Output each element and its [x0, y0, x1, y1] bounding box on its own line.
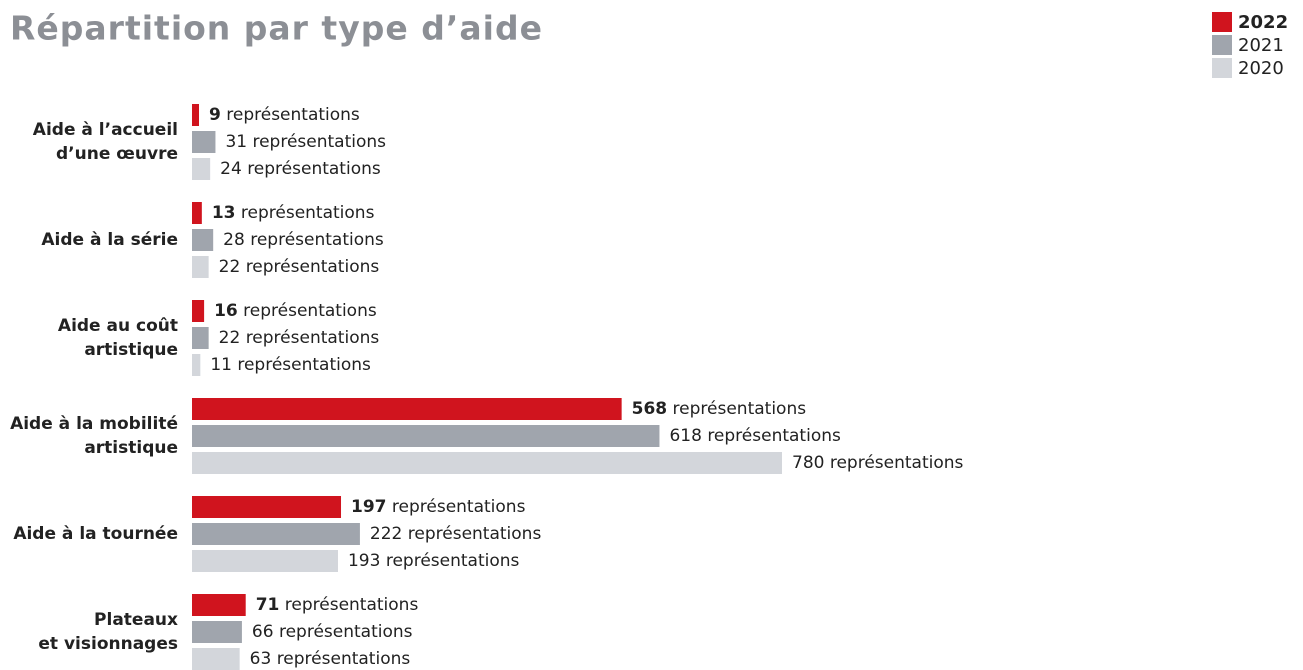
- legend-label: 2020: [1238, 58, 1284, 79]
- bar: [192, 300, 205, 322]
- data-label: 197 représentations: [351, 497, 526, 517]
- data-label-unit: représentations: [246, 328, 380, 348]
- bar: [192, 229, 214, 251]
- data-label: 22 représentations: [219, 328, 380, 348]
- category-label: Aide à la tournée: [13, 524, 178, 544]
- data-label-value: 71: [256, 595, 280, 615]
- data-label: 13 représentations: [212, 203, 375, 223]
- category-label: Aide à la série: [41, 230, 178, 250]
- bar: [192, 131, 216, 153]
- bar: [192, 256, 209, 278]
- data-label-unit: représentations: [277, 649, 411, 669]
- bar: [192, 648, 240, 670]
- data-label: 568 représentations: [632, 399, 807, 419]
- data-label-value: 780: [792, 453, 824, 473]
- data-label-value: 16: [214, 301, 238, 321]
- data-label-value: 9: [209, 105, 221, 125]
- data-label-unit: représentations: [247, 159, 381, 179]
- category-label: Aide au coût: [58, 316, 178, 336]
- data-label-unit: représentations: [285, 595, 419, 615]
- data-label-unit: représentations: [246, 257, 380, 277]
- data-label-unit: représentations: [241, 203, 375, 223]
- category-label: artistique: [84, 340, 178, 360]
- bar: [192, 452, 782, 474]
- category-label: Aide à la mobilité: [10, 414, 178, 434]
- legend-swatch: [1212, 12, 1232, 32]
- data-label-unit: représentations: [243, 301, 377, 321]
- bar: [192, 158, 211, 180]
- bar: [192, 496, 342, 518]
- category-label: artistique: [84, 438, 178, 458]
- bar: [192, 354, 201, 376]
- legend-label: 2022: [1238, 12, 1288, 33]
- bar: [192, 523, 360, 545]
- legend-swatch: [1212, 35, 1232, 55]
- bar: [192, 202, 202, 224]
- data-label-value: 222: [370, 524, 402, 544]
- chart-title: Répartition par type d’aide: [10, 9, 543, 48]
- bar: [192, 621, 242, 643]
- data-label: 66 représentations: [252, 622, 413, 642]
- data-label-unit: représentations: [408, 524, 542, 544]
- legend-label: 2021: [1238, 35, 1284, 56]
- data-label-unit: représentations: [252, 132, 386, 152]
- data-label-value: 31: [225, 132, 247, 152]
- category-label: d’une œuvre: [56, 144, 178, 164]
- data-label-value: 22: [219, 257, 241, 277]
- data-label-value: 24: [220, 159, 242, 179]
- data-label-value: 11: [210, 355, 232, 375]
- data-label-value: 66: [252, 622, 274, 642]
- legend-swatch: [1212, 58, 1232, 78]
- data-label-unit: représentations: [386, 551, 520, 571]
- data-label: 16 représentations: [214, 301, 377, 321]
- bar: [192, 104, 199, 126]
- data-label: 222 représentations: [370, 524, 542, 544]
- data-label-value: 197: [351, 497, 387, 517]
- data-label: 31 représentations: [225, 132, 386, 152]
- data-label: 618 représentations: [669, 426, 841, 446]
- data-label-unit: représentations: [250, 230, 384, 250]
- data-label-unit: représentations: [707, 426, 841, 446]
- data-label: 11 représentations: [210, 355, 371, 375]
- data-label-unit: représentations: [237, 355, 371, 375]
- data-label-value: 28: [223, 230, 245, 250]
- data-label-unit: représentations: [279, 622, 413, 642]
- data-label-value: 618: [669, 426, 701, 446]
- category-label: Aide à l’accueil: [33, 120, 178, 140]
- data-label: 28 représentations: [223, 230, 384, 250]
- data-label-value: 22: [219, 328, 241, 348]
- bar: [192, 550, 338, 572]
- data-label-unit: représentations: [830, 453, 964, 473]
- data-label: 193 représentations: [348, 551, 520, 571]
- bar: [192, 425, 660, 447]
- data-label-value: 568: [632, 399, 668, 419]
- category-label: et visionnages: [38, 634, 178, 654]
- data-label-unit: représentations: [673, 399, 807, 419]
- data-label-value: 13: [212, 203, 236, 223]
- data-label: 780 représentations: [792, 453, 964, 473]
- data-label: 71 représentations: [256, 595, 419, 615]
- data-label: 63 représentations: [250, 649, 411, 669]
- data-label-value: 63: [250, 649, 272, 669]
- data-label: 24 représentations: [220, 159, 381, 179]
- data-label: 22 représentations: [219, 257, 380, 277]
- data-label-unit: représentations: [392, 497, 526, 517]
- data-label: 9 représentations: [209, 105, 360, 125]
- bar: [192, 327, 209, 349]
- category-label: Plateaux: [94, 610, 178, 630]
- data-label-value: 193: [348, 551, 380, 571]
- bar: [192, 398, 622, 420]
- data-label-unit: représentations: [226, 105, 360, 125]
- bar: [192, 594, 246, 616]
